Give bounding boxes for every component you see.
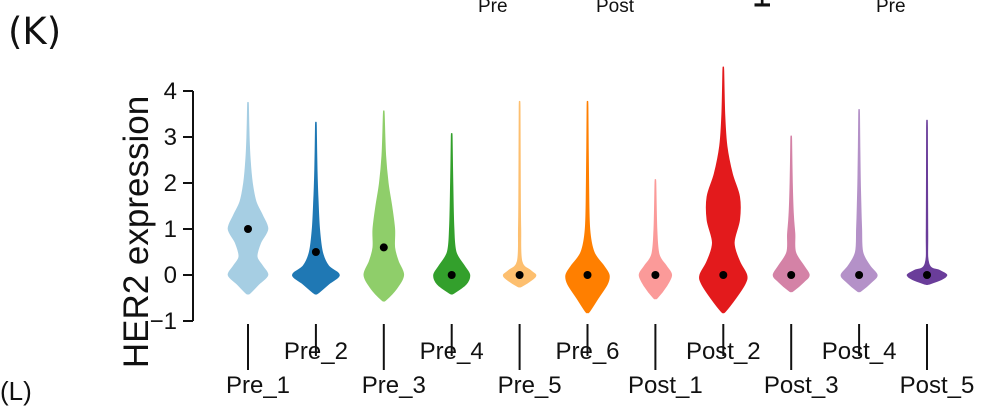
y-tick-label: −1 xyxy=(150,308,177,335)
top-cutoff-label-3: Pre xyxy=(876,0,906,17)
violin-pre-1 xyxy=(227,101,269,295)
violin-post-3 xyxy=(772,135,810,293)
x-tick-label: Post_3 xyxy=(764,372,839,399)
y-tick-label: 3 xyxy=(164,124,177,151)
violin-post-5 xyxy=(906,119,948,286)
x-tick-label: Pre_6 xyxy=(555,338,619,365)
x-tick-label: Post_1 xyxy=(628,372,703,399)
median-dot-pre-3 xyxy=(379,243,388,252)
median-dot-post-5 xyxy=(923,271,931,279)
y-axis-label: HER2 expression xyxy=(117,96,156,368)
y-tick-label: 1 xyxy=(164,216,177,243)
y-tick-label: 2 xyxy=(164,170,177,197)
median-dot-post-2 xyxy=(719,271,728,279)
x-axis: Pre_1 Pre_2 Pre_3 Pre_4 Pre_5 Pre_6 Post_1 Post… xyxy=(226,324,974,399)
x-tick-label: Post_2 xyxy=(686,338,761,365)
median-dot-pre-2 xyxy=(311,248,320,256)
median-dot-post-1 xyxy=(651,271,660,279)
x-tick-label: Post_4 xyxy=(822,338,897,365)
top-cutoff-label-1: Pre xyxy=(478,0,508,17)
x-tick-label: Pre_2 xyxy=(284,338,348,365)
median-dot-pre-5 xyxy=(515,271,524,279)
panel-label: (K) xyxy=(8,10,62,53)
x-tick-label: Post_5 xyxy=(900,372,975,399)
x-tick-label: Pre_1 xyxy=(226,372,290,399)
violin-pre-5 xyxy=(502,101,537,288)
violin-post-1 xyxy=(638,179,673,300)
y-tick-label: 0 xyxy=(164,262,177,289)
violin-post-4 xyxy=(840,109,878,293)
median-dot-post-3 xyxy=(787,271,796,279)
next-panel-label: (L) xyxy=(0,376,32,406)
y-tick-label: 4 xyxy=(164,78,177,105)
violin-post-2 xyxy=(699,66,748,314)
median-dot-pre-6 xyxy=(583,271,592,279)
y-axis: −1 0 1 2 3 4 xyxy=(150,78,194,335)
median-dot-pre-4 xyxy=(447,271,456,279)
median-dot-post-4 xyxy=(855,271,864,279)
violin-pre-3 xyxy=(363,110,405,302)
x-tick-label: Pre_3 xyxy=(362,372,426,399)
top-cutoff-label-2: Post xyxy=(596,0,635,17)
x-tick-label: Pre_4 xyxy=(420,338,484,365)
violin-pre-2 xyxy=(291,121,340,295)
median-dot-pre-1 xyxy=(244,225,252,233)
violin-pre-6 xyxy=(565,101,610,314)
violins xyxy=(227,66,948,314)
violin-pre-4 xyxy=(433,133,471,295)
x-tick-label: Pre_5 xyxy=(498,372,562,399)
